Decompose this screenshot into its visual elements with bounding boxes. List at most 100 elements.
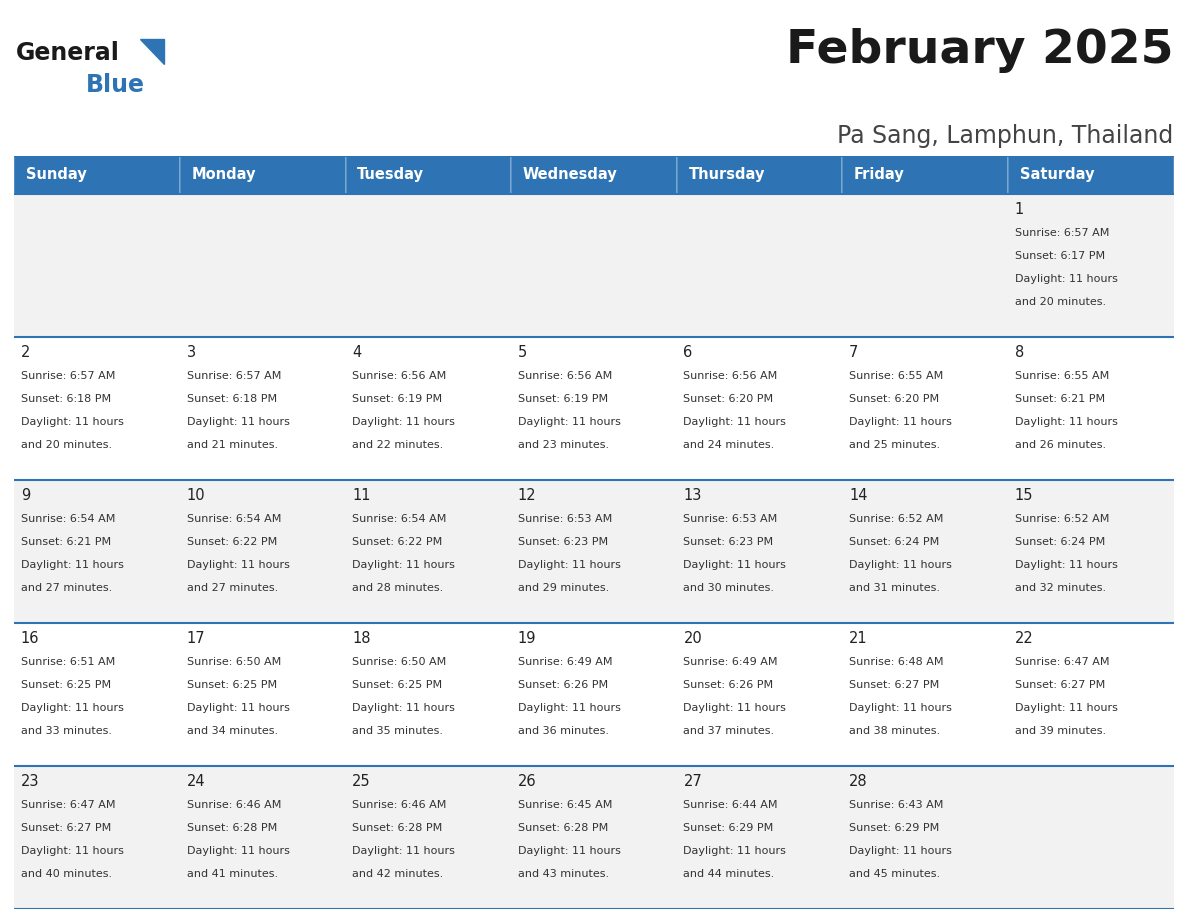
Text: Sunrise: 6:52 AM: Sunrise: 6:52 AM (849, 514, 943, 524)
Bar (677, 194, 842, 337)
Text: Sunrise: 6:52 AM: Sunrise: 6:52 AM (1015, 514, 1110, 524)
Text: and 40 minutes.: and 40 minutes. (21, 868, 112, 879)
Bar (677, 337, 842, 480)
Text: Sunrise: 6:55 AM: Sunrise: 6:55 AM (849, 371, 943, 381)
Text: Daylight: 11 hours: Daylight: 11 hours (352, 560, 455, 570)
Text: Sunrise: 6:51 AM: Sunrise: 6:51 AM (21, 657, 115, 667)
Text: and 30 minutes.: and 30 minutes. (683, 583, 775, 593)
Text: Daylight: 11 hours: Daylight: 11 hours (187, 417, 290, 427)
Text: and 36 minutes.: and 36 minutes. (518, 726, 608, 735)
Text: Sunset: 6:23 PM: Sunset: 6:23 PM (683, 537, 773, 547)
Bar (677, 156, 842, 194)
Text: Sunset: 6:26 PM: Sunset: 6:26 PM (518, 680, 608, 690)
Bar (346, 337, 511, 480)
Text: 20: 20 (683, 632, 702, 646)
Text: Tuesday: Tuesday (358, 167, 424, 183)
Bar (1009, 194, 1174, 337)
Text: Sunset: 6:23 PM: Sunset: 6:23 PM (518, 537, 608, 547)
Text: Daylight: 11 hours: Daylight: 11 hours (1015, 274, 1118, 284)
Text: Sunrise: 6:44 AM: Sunrise: 6:44 AM (683, 800, 778, 810)
Text: Daylight: 11 hours: Daylight: 11 hours (849, 560, 952, 570)
Text: Sunrise: 6:46 AM: Sunrise: 6:46 AM (187, 800, 280, 810)
Text: 5: 5 (518, 345, 527, 360)
Text: Sunrise: 6:54 AM: Sunrise: 6:54 AM (21, 514, 115, 524)
Text: and 27 minutes.: and 27 minutes. (21, 583, 112, 593)
Text: 13: 13 (683, 488, 702, 503)
Text: Saturday: Saturday (1019, 167, 1094, 183)
Bar (842, 337, 1009, 480)
Text: Sunset: 6:28 PM: Sunset: 6:28 PM (187, 823, 277, 833)
Text: 11: 11 (352, 488, 371, 503)
Text: Friday: Friday (854, 167, 905, 183)
Bar (677, 480, 842, 622)
Bar (346, 480, 511, 622)
Bar (14, 194, 179, 337)
Bar (1009, 337, 1174, 480)
Text: 21: 21 (849, 632, 867, 646)
Text: 19: 19 (518, 632, 536, 646)
Text: 9: 9 (21, 488, 30, 503)
Text: Sunset: 6:25 PM: Sunset: 6:25 PM (187, 680, 277, 690)
Text: and 31 minutes.: and 31 minutes. (849, 583, 940, 593)
Bar (346, 622, 511, 766)
Text: Sunset: 6:25 PM: Sunset: 6:25 PM (352, 680, 442, 690)
Text: Sunday: Sunday (26, 167, 87, 183)
Text: and 34 minutes.: and 34 minutes. (187, 726, 278, 735)
Bar (14, 156, 179, 194)
Text: Sunrise: 6:54 AM: Sunrise: 6:54 AM (187, 514, 280, 524)
Text: Daylight: 11 hours: Daylight: 11 hours (518, 703, 620, 713)
Text: Daylight: 11 hours: Daylight: 11 hours (849, 703, 952, 713)
Text: 7: 7 (849, 345, 859, 360)
Text: Sunrise: 6:49 AM: Sunrise: 6:49 AM (518, 657, 612, 667)
Bar (179, 480, 346, 622)
Text: 3: 3 (187, 345, 196, 360)
Text: Sunset: 6:27 PM: Sunset: 6:27 PM (849, 680, 940, 690)
Text: 18: 18 (352, 632, 371, 646)
Text: Daylight: 11 hours: Daylight: 11 hours (187, 703, 290, 713)
Text: and 25 minutes.: and 25 minutes. (849, 440, 940, 450)
Text: and 45 minutes.: and 45 minutes. (849, 868, 940, 879)
Text: Sunrise: 6:55 AM: Sunrise: 6:55 AM (1015, 371, 1108, 381)
Text: Sunrise: 6:53 AM: Sunrise: 6:53 AM (518, 514, 612, 524)
Bar (14, 480, 179, 622)
Text: Sunset: 6:24 PM: Sunset: 6:24 PM (849, 537, 940, 547)
Text: Sunrise: 6:57 AM: Sunrise: 6:57 AM (187, 371, 280, 381)
Bar (346, 156, 511, 194)
Text: Sunset: 6:18 PM: Sunset: 6:18 PM (21, 394, 110, 404)
Text: Sunrise: 6:47 AM: Sunrise: 6:47 AM (1015, 657, 1110, 667)
Bar (511, 766, 677, 909)
Bar (511, 622, 677, 766)
Text: 8: 8 (1015, 345, 1024, 360)
Bar (14, 622, 179, 766)
Text: Pa Sang, Lamphun, Thailand: Pa Sang, Lamphun, Thailand (838, 124, 1174, 148)
Text: Daylight: 11 hours: Daylight: 11 hours (518, 845, 620, 856)
Text: and 20 minutes.: and 20 minutes. (21, 440, 112, 450)
Text: and 42 minutes.: and 42 minutes. (352, 868, 443, 879)
Text: and 43 minutes.: and 43 minutes. (518, 868, 609, 879)
Text: and 37 minutes.: and 37 minutes. (683, 726, 775, 735)
Text: Daylight: 11 hours: Daylight: 11 hours (683, 703, 786, 713)
Text: 2: 2 (21, 345, 30, 360)
Text: Sunrise: 6:45 AM: Sunrise: 6:45 AM (518, 800, 612, 810)
Text: and 38 minutes.: and 38 minutes. (849, 726, 940, 735)
Text: Sunrise: 6:43 AM: Sunrise: 6:43 AM (849, 800, 943, 810)
Bar (1009, 622, 1174, 766)
Text: and 28 minutes.: and 28 minutes. (352, 583, 443, 593)
Text: Sunrise: 6:54 AM: Sunrise: 6:54 AM (352, 514, 447, 524)
Text: and 41 minutes.: and 41 minutes. (187, 868, 278, 879)
Text: Daylight: 11 hours: Daylight: 11 hours (683, 417, 786, 427)
Text: and 21 minutes.: and 21 minutes. (187, 440, 278, 450)
Text: Sunset: 6:17 PM: Sunset: 6:17 PM (1015, 251, 1105, 261)
Text: 10: 10 (187, 488, 206, 503)
Text: Sunset: 6:24 PM: Sunset: 6:24 PM (1015, 537, 1105, 547)
Text: and 39 minutes.: and 39 minutes. (1015, 726, 1106, 735)
Text: Sunset: 6:29 PM: Sunset: 6:29 PM (849, 823, 940, 833)
Text: Daylight: 11 hours: Daylight: 11 hours (849, 845, 952, 856)
Bar (1009, 156, 1174, 194)
Text: and 29 minutes.: and 29 minutes. (518, 583, 609, 593)
Text: and 44 minutes.: and 44 minutes. (683, 868, 775, 879)
Bar (1009, 480, 1174, 622)
Bar (14, 337, 179, 480)
Bar (1009, 766, 1174, 909)
Text: Daylight: 11 hours: Daylight: 11 hours (683, 560, 786, 570)
